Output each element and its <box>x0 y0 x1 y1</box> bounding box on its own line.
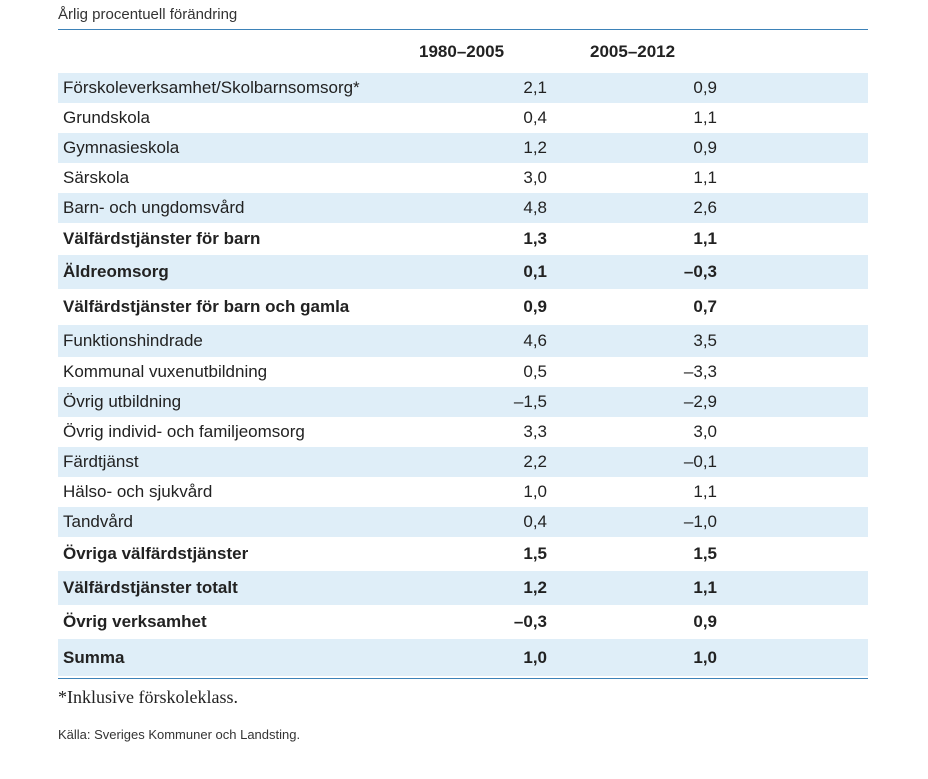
value-1980-2005: 1,3 <box>523 229 547 248</box>
table-row: Tandvård 0,4 –1,0 <box>58 507 868 537</box>
row-label: Välfärdstjänster för barn och gamla <box>63 297 350 316</box>
value-1980-2005: 4,6 <box>523 331 547 350</box>
value-2005-2012: 1,1 <box>693 229 717 248</box>
value-2005-2012: 0,7 <box>693 297 717 316</box>
value-1980-2005: 0,9 <box>523 297 547 316</box>
row-label: Kommunal vuxenutbildning <box>63 362 268 381</box>
top-rule <box>58 29 868 30</box>
column-header-1980-2005: 1980–2005 <box>419 42 505 61</box>
value-1980-2005: 0,1 <box>523 262 547 281</box>
value-2005-2012: –0,1 <box>683 452 717 471</box>
source-note: Källa: Sveriges Kommuner och Landsting. <box>58 727 301 742</box>
value-1980-2005: –1,5 <box>513 392 547 411</box>
table-row: Äldreomsorg 0,1 –0,3 <box>58 255 868 289</box>
row-label: Gymnasieskola <box>63 138 180 157</box>
value-1980-2005: 1,2 <box>523 138 547 157</box>
value-2005-2012: 2,6 <box>693 198 717 217</box>
table-row: Övrig utbildning –1,5 –2,9 <box>58 387 868 417</box>
table-row: Särskola 3,0 1,1 <box>58 163 868 193</box>
row-label: Hälso- och sjukvård <box>63 482 213 501</box>
column-header-2005-2012: 2005–2012 <box>590 42 676 61</box>
value-2005-2012: 1,1 <box>693 108 717 127</box>
table-row: Grundskola 0,4 1,1 <box>58 103 868 133</box>
value-2005-2012: 0,9 <box>693 138 717 157</box>
value-2005-2012: 0,9 <box>693 612 717 631</box>
value-2005-2012: –0,3 <box>683 262 717 281</box>
table-row: Förskoleverksamhet/Skolbarnsomsorg* 2,1 0,… <box>58 73 868 103</box>
row-label: Särskola <box>63 168 130 187</box>
value-2005-2012: –3,3 <box>683 362 717 381</box>
row-label: Funktionshindrade <box>63 331 203 350</box>
value-1980-2005: –0,3 <box>513 612 547 631</box>
value-1980-2005: 0,5 <box>523 362 547 381</box>
bottom-rule <box>58 678 868 679</box>
value-2005-2012: 0,9 <box>693 78 717 97</box>
row-label: Välfärdstjänster för barn <box>63 229 261 248</box>
table-row: Färdtjänst 2,2 –0,1 <box>58 447 868 477</box>
row-label: Välfärdstjänster totalt <box>63 578 238 597</box>
value-2005-2012: 1,1 <box>693 578 717 597</box>
row-label: Färdtjänst <box>63 452 139 471</box>
table-row: Barn- och ungdomsvård 4,8 2,6 <box>58 193 868 223</box>
value-2005-2012: 1,1 <box>693 482 717 501</box>
value-2005-2012: 3,0 <box>693 422 717 441</box>
row-label: Barn- och ungdomsvård <box>63 198 245 217</box>
value-2005-2012: 1,0 <box>693 647 717 667</box>
row-label: Övrig utbildning <box>63 392 182 411</box>
footnote: *Inklusive förskoleklass. <box>58 687 238 707</box>
value-2005-2012: –1,0 <box>683 512 717 531</box>
value-2005-2012: 1,1 <box>693 168 717 187</box>
value-1980-2005: 2,1 <box>523 78 547 97</box>
value-1980-2005: 3,0 <box>523 168 547 187</box>
value-1980-2005: 0,4 <box>523 108 547 127</box>
value-2005-2012: 1,5 <box>693 544 717 563</box>
value-2005-2012: –2,9 <box>683 392 717 411</box>
row-label: Övrig individ- och familjeomsorg <box>63 422 305 441</box>
table-row: Funktionshindrade 4,6 3,5 <box>58 325 868 357</box>
row-label: Grundskola <box>63 108 150 127</box>
row-label: Övriga välfärdstjänster <box>63 544 249 563</box>
table-row: Hälso- och sjukvård 1,0 1,1 <box>58 477 868 507</box>
value-1980-2005: 1,2 <box>523 578 547 597</box>
table-row: Välfärdstjänster för barn 1,3 1,1 <box>58 223 868 255</box>
row-label: Förskoleverksamhet/Skolbarnsomsorg* <box>63 78 360 97</box>
table-row: Övriga välfärdstjänster 1,5 1,5 <box>58 537 868 571</box>
value-1980-2005: 1,0 <box>523 482 547 501</box>
row-label: Summa <box>63 647 125 667</box>
value-1980-2005: 3,3 <box>523 422 547 441</box>
value-1980-2005: 1,0 <box>523 647 547 667</box>
value-1980-2005: 4,8 <box>523 198 547 217</box>
row-label: Övrig verksamhet <box>63 612 207 631</box>
value-2005-2012: 3,5 <box>693 331 717 350</box>
value-1980-2005: 0,4 <box>523 512 547 531</box>
table-row: Övrig verksamhet –0,3 0,9 <box>58 605 868 639</box>
row-label: Äldreomsorg <box>63 262 169 281</box>
table-row: Övrig individ- och familjeomsorg 3,3 3,0 <box>58 417 868 447</box>
value-1980-2005: 1,5 <box>523 544 547 563</box>
value-1980-2005: 2,2 <box>523 452 547 471</box>
table-row: Välfärdstjänster för barn och gamla 0,9 0,… <box>58 289 868 325</box>
table-row: Summa 1,0 1,0 <box>58 639 868 676</box>
table-row: Välfärdstjänster totalt 1,2 1,1 <box>58 571 868 605</box>
table-row: Kommunal vuxenutbildning 0,5 –3,3 <box>58 357 868 387</box>
table-caption: Årlig procentuell förändring <box>58 6 238 23</box>
row-label: Tandvård <box>63 512 133 531</box>
table-row: Gymnasieskola 1,2 0,9 <box>58 133 868 163</box>
